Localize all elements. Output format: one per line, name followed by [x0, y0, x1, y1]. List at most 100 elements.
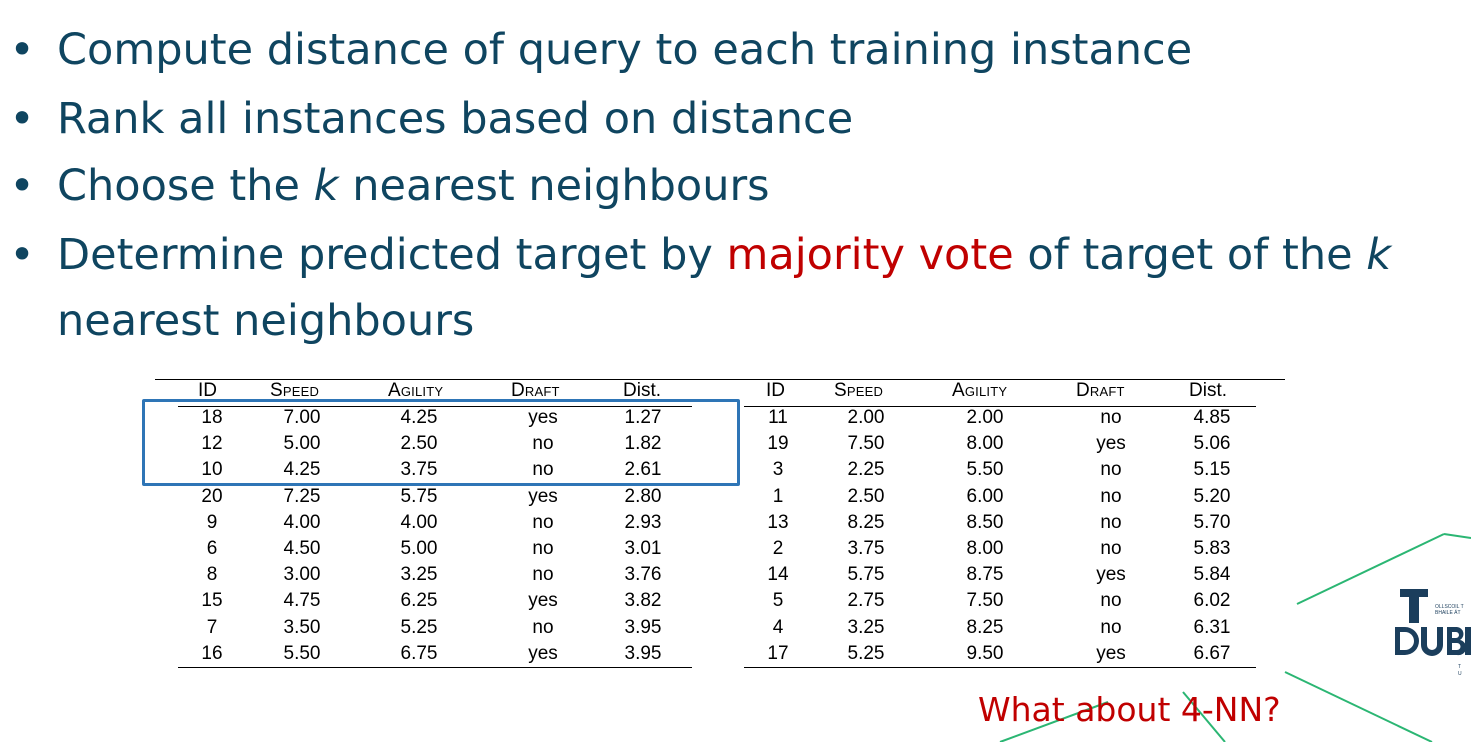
table-cell-draft: no	[532, 538, 554, 559]
bullet-text: Determine predicted target by majority v…	[57, 229, 1391, 281]
table-cell-speed: 7.00	[283, 407, 321, 428]
table-cell-id: 20	[201, 485, 223, 507]
column-header-speed: Speed	[270, 380, 320, 401]
column-header-id: ID	[766, 380, 785, 401]
table-cell-dist: 4.85	[1193, 407, 1231, 428]
logo-graphic: OLLSCOIL T BHAILE ÁT T U	[1395, 589, 1471, 677]
k-variable: k	[1366, 230, 1392, 280]
table-cell-agility: 8.00	[966, 538, 1004, 559]
table-cell-dist: 5.06	[1193, 433, 1231, 455]
table-cell-draft: no	[1100, 485, 1122, 507]
table-top-rule	[744, 379, 1285, 380]
table-cell-dist: 2.80	[624, 485, 662, 507]
question-text: What about 4-NN?	[978, 690, 1281, 729]
table-cell-speed: 2.50	[847, 485, 885, 507]
table-cell-id: 19	[767, 433, 789, 455]
table-cell-agility: 3.25	[400, 564, 438, 586]
table-cell-agility: 6.25	[400, 590, 438, 612]
bullet-list: • Compute distance of query to each trai…	[0, 0, 1471, 370]
deco-line-upper-right	[1443, 533, 1471, 539]
table-cell-dist: 5.20	[1193, 485, 1231, 507]
table-cell-agility: 6.00	[966, 485, 1004, 507]
table-cell-agility: 6.75	[400, 642, 438, 664]
table-cell-speed: 5.00	[283, 433, 321, 455]
bullet-text: Rank all instances based on distance	[57, 94, 854, 144]
bullet-text-pre: Choose the	[57, 161, 314, 211]
table-cell-id: 17	[767, 642, 789, 664]
table-cell-draft: no	[532, 459, 554, 481]
column-header-speed: Speed	[834, 380, 884, 401]
table-cell-speed: 4.50	[283, 538, 321, 559]
table-bottom-rule	[744, 667, 1256, 668]
bullet-dot: •	[9, 25, 35, 75]
table-cell-draft: no	[1100, 407, 1122, 428]
k-variable: k	[313, 161, 339, 211]
logo-small-text-4: U	[1458, 671, 1462, 677]
table-header-rule	[744, 406, 1256, 407]
table-cell-dist: 5.15	[1193, 459, 1231, 481]
bullet-text-post: nearest neighbours	[338, 161, 770, 211]
table-cell-id: 14	[767, 564, 789, 586]
table-cell-agility: 5.50	[966, 459, 1004, 481]
bullet-text: Compute distance of query to each traini…	[57, 25, 1193, 75]
logo-small-text-2: BHAILE ÁT	[1435, 609, 1461, 616]
table-cell-dist: 5.83	[1193, 538, 1231, 559]
table-cell-speed: 3.75	[847, 538, 885, 559]
table-cell-speed: 2.00	[847, 407, 885, 428]
table-cell-id: 18	[201, 407, 223, 428]
bullet-text: nearest neighbours	[57, 296, 475, 346]
table-cell-dist: 6.31	[1193, 616, 1231, 638]
column-header-draft: Draft	[1076, 380, 1125, 401]
table-cell-speed: 3.25	[847, 616, 885, 638]
table-cell-agility: 8.75	[966, 564, 1004, 586]
table-cell-id: 11	[768, 407, 788, 428]
logo-small-text-3: T	[1458, 664, 1461, 670]
table-bottom-rule	[178, 667, 692, 668]
table-cell-dist: 5.70	[1193, 511, 1231, 533]
table-cell-dist: 3.76	[624, 564, 662, 586]
logo-small-text-1: OLLSCOIL T	[1435, 604, 1464, 610]
bullet-text-mid: of target of the	[1013, 230, 1367, 280]
table-cell-speed: 8.25	[847, 511, 885, 533]
table-cell-id: 4	[772, 616, 784, 638]
table-cell-draft: yes	[528, 407, 558, 428]
table-cell-draft: yes	[528, 642, 558, 664]
column-header-dist: Dist.	[1189, 380, 1227, 401]
bullet-dot: •	[9, 161, 35, 211]
table-cell-agility: 7.50	[966, 590, 1004, 612]
table-cell-speed: 3.00	[283, 564, 321, 586]
table-cell-draft: no	[1100, 459, 1122, 481]
table-cell-speed: 4.00	[283, 511, 321, 533]
table-cell-dist: 1.82	[624, 433, 662, 455]
table-cell-agility: 8.50	[966, 511, 1004, 533]
table-cell-dist: 3.82	[624, 590, 662, 612]
table-cell-id: 10	[201, 459, 223, 481]
table-header-rule	[178, 406, 692, 407]
bullet-text: Choose the k nearest neighbours	[57, 160, 770, 212]
table-cell-draft: yes	[528, 485, 558, 507]
table-cell-id: 7	[206, 616, 218, 638]
column-header-agility: Agility	[952, 380, 1008, 401]
column-header-draft: Draft	[511, 380, 560, 401]
table-cell-draft: no	[1100, 511, 1122, 533]
table-cell-speed: 4.75	[283, 590, 321, 612]
table-cell-id: 2	[772, 538, 784, 559]
table-cell-id: 3	[772, 459, 784, 481]
table-cell-speed: 5.50	[283, 642, 321, 664]
table-cell-speed: 7.25	[283, 485, 321, 507]
column-header-dist: Dist.	[623, 380, 661, 401]
table-cell-draft: yes	[528, 590, 558, 612]
table-cell-draft: no	[1100, 538, 1122, 559]
table-cell-dist: 3.01	[624, 538, 662, 559]
top-3-highlight-box	[142, 399, 740, 486]
table-cell-id: 12	[201, 433, 223, 455]
table-cell-agility: 8.00	[966, 433, 1004, 455]
table-cell-agility: 8.25	[966, 616, 1004, 638]
table-cell-speed: 2.25	[847, 459, 885, 481]
table-cell-agility: 2.00	[966, 407, 1004, 428]
table-cell-id: 1	[772, 485, 784, 507]
table-cell-agility: 2.50	[400, 433, 438, 455]
table-cell-id: 16	[201, 642, 223, 664]
table-cell-draft: no	[532, 433, 554, 455]
table-cell-dist: 1.27	[624, 407, 662, 428]
